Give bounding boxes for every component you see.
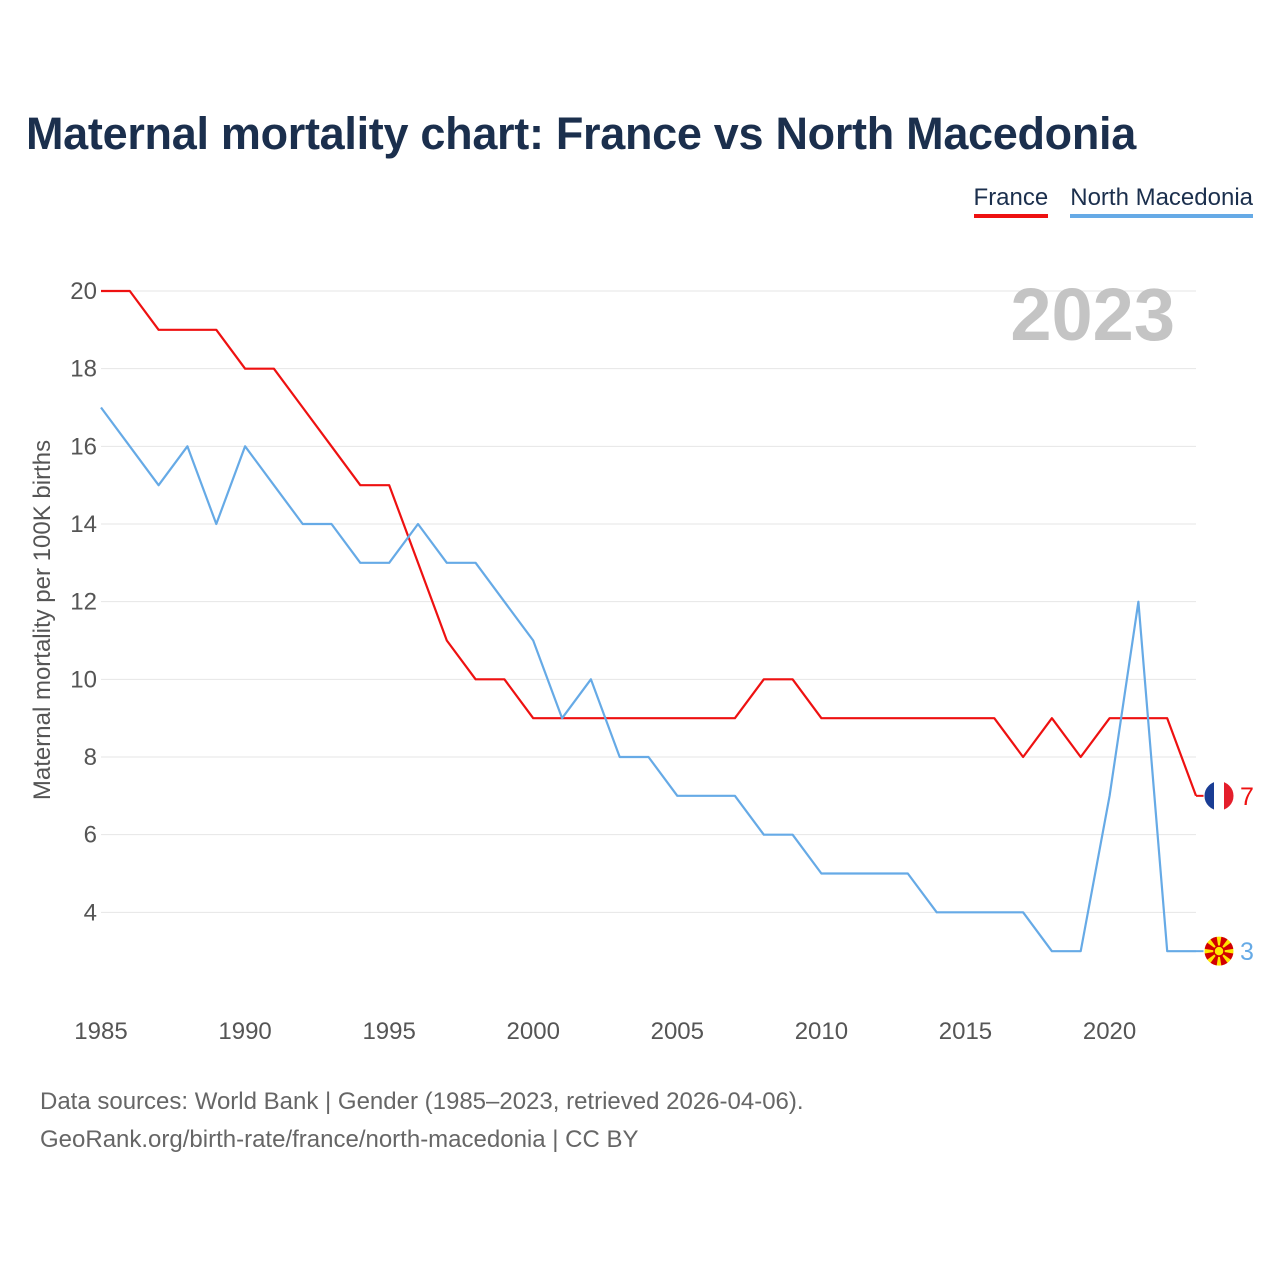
y-tick-label: 12	[70, 589, 97, 616]
legend: France North Macedonia	[973, 184, 1253, 218]
y-tick-label: 14	[70, 511, 97, 538]
y-axis-label: Maternal mortality per 100K births	[29, 440, 56, 800]
x-tick-label: 2015	[939, 1018, 992, 1045]
y-tick-label: 6	[84, 822, 97, 849]
y-tick-label: 10	[70, 666, 97, 693]
y-axis-ticks: 4 6 8 10 12 14 16 18 20	[70, 278, 97, 926]
x-tick-label: 1995	[362, 1018, 415, 1045]
attribution-link[interactable]: GeoRank.org/birth-rate/france/north-mace…	[40, 1126, 639, 1153]
line-chart: 4 6 8 10 12 14 16 18 20 1985 1990 1995 2000 2005 2010…	[29, 273, 1254, 1045]
end-value-label-france: 7	[1240, 783, 1254, 811]
y-tick-label: 20	[70, 278, 97, 305]
x-tick-label: 2000	[507, 1018, 560, 1045]
series-end-markers: 73	[1196, 780, 1254, 967]
gridlines	[101, 290, 1196, 913]
x-tick-label: 1985	[74, 1018, 127, 1045]
y-tick-label: 16	[70, 433, 97, 460]
france-flag-icon	[1203, 780, 1235, 812]
x-tick-label: 2005	[651, 1018, 704, 1045]
y-tick-label: 8	[84, 744, 97, 771]
legend-item-north-macedonia[interactable]: North Macedonia	[1070, 184, 1253, 218]
y-tick-label: 18	[70, 356, 97, 383]
data-source-note: Data sources: World Bank | Gender (1985–…	[40, 1088, 804, 1115]
series-line-france[interactable]	[101, 289, 1198, 797]
series-lines	[100, 289, 1198, 953]
legend-item-france[interactable]: France	[973, 184, 1049, 218]
year-label: 2023	[1010, 273, 1175, 356]
chart-title: Maternal mortality chart: France vs Nort…	[26, 108, 1136, 159]
series-line-north-macedonia[interactable]	[100, 406, 1196, 953]
x-tick-label: 2020	[1083, 1018, 1136, 1045]
end-value-label-north-macedonia: 3	[1240, 938, 1254, 966]
x-tick-label: 1990	[218, 1018, 271, 1045]
x-axis-ticks: 1985 1990 1995 2000 2005 2010 2015 2020	[74, 1018, 1136, 1045]
x-tick-label: 2010	[795, 1018, 848, 1045]
y-tick-label: 4	[84, 899, 97, 926]
